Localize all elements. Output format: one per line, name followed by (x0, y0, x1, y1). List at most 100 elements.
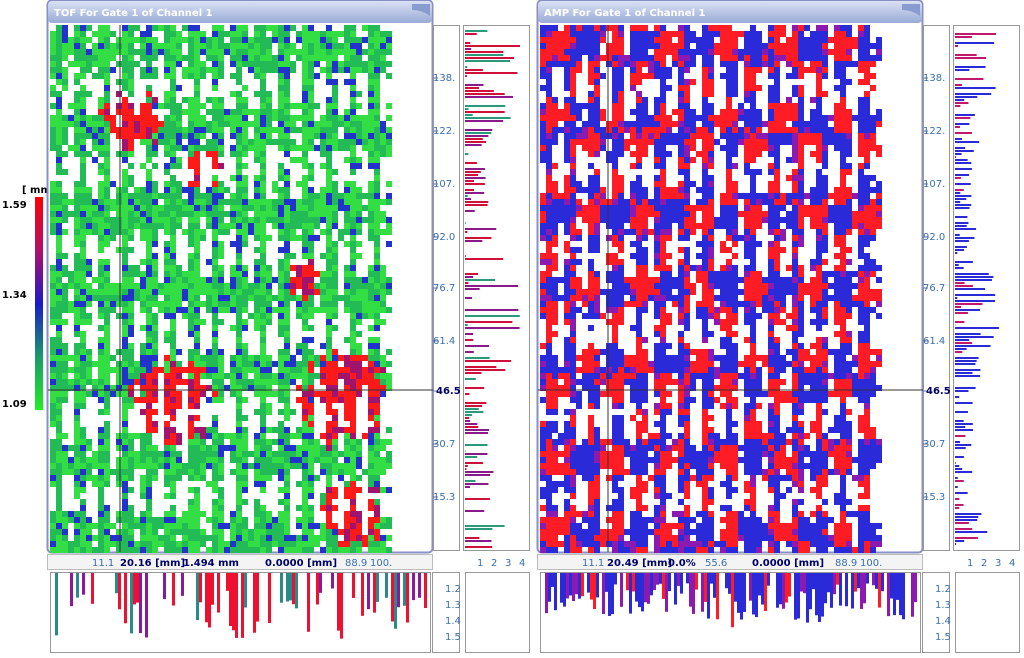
scan-pixel (254, 277, 260, 283)
scan-pixel (260, 133, 266, 139)
scan-pixel (194, 49, 200, 55)
scan-pixel (80, 511, 86, 517)
scan-pixel (272, 427, 278, 433)
scan-pixel (170, 493, 176, 499)
scan-pixel (284, 445, 290, 451)
scan-pixel (104, 103, 110, 109)
scan-pixel (374, 313, 380, 319)
histogram-bar (465, 129, 492, 131)
scan-pixel (540, 199, 546, 205)
scan-pixel (302, 475, 308, 481)
scan-pixel (92, 451, 98, 457)
scan-pixel (864, 151, 870, 157)
scan-pixel (816, 109, 822, 115)
scan-pixel (56, 373, 62, 379)
scan-pixel (816, 133, 822, 139)
scan-pixel (822, 31, 828, 37)
scan-pixel (86, 457, 92, 463)
scan-pixel (182, 523, 188, 529)
scan-pixel (248, 463, 254, 469)
histogram-bar (385, 573, 388, 598)
scan-pixel (152, 103, 158, 109)
scan-pixel (218, 397, 224, 403)
histogram-bar (465, 231, 467, 233)
scan-pixel (326, 211, 332, 217)
scan-pixel (744, 85, 750, 91)
histogram-bar (292, 573, 295, 604)
scan-pixel (302, 313, 308, 319)
scan-pixel (68, 547, 74, 553)
scan-pixel (570, 199, 576, 205)
scan-pixel (50, 37, 56, 43)
scan-pixel (780, 115, 786, 121)
scan-pixel (290, 283, 296, 289)
scan-pixel (828, 205, 834, 211)
scan-pixel (350, 205, 356, 211)
scan-pixel (798, 25, 804, 31)
scan-pixel (218, 295, 224, 301)
scan-pixel (164, 463, 170, 469)
scan-pixel (104, 193, 110, 199)
scan-pixel (302, 49, 308, 55)
scan-pixel (356, 91, 362, 97)
scan-pixel (594, 67, 600, 73)
scan-pixel (80, 397, 86, 403)
scan-pixel (218, 535, 224, 541)
scan-pixel (278, 523, 284, 529)
histogram-bar (465, 480, 475, 482)
scan-pixel (56, 343, 62, 349)
scan-pixel (188, 229, 194, 235)
scan-pixel (176, 139, 182, 145)
scan-pixel (98, 55, 104, 61)
scan-pixel (140, 121, 146, 127)
scan-pixel (732, 109, 738, 115)
histogram-bar (465, 33, 477, 35)
scan-pixel (810, 205, 816, 211)
scan-pixel (50, 289, 56, 295)
scan-pixel (116, 439, 122, 445)
scan-pixel (116, 109, 122, 115)
scan-pixel (828, 193, 834, 199)
scan-pixel (636, 133, 642, 139)
scan-pixel (260, 109, 266, 115)
scan-pixel (332, 127, 338, 133)
scan-pixel (242, 535, 248, 541)
scan-pixel (798, 109, 804, 115)
scan-pixel (558, 61, 564, 67)
scan-pixel (86, 121, 92, 127)
scan-pixel (308, 367, 314, 373)
histogram-bar (465, 84, 484, 86)
scan-pixel (290, 277, 296, 283)
scan-pixel (642, 37, 648, 43)
scan-pixel (690, 121, 696, 127)
scan-pixel (702, 121, 708, 127)
scan-pixel (266, 403, 272, 409)
scan-pixel (702, 217, 708, 223)
scan-pixel (80, 469, 86, 475)
scan-pixel (218, 271, 224, 277)
scan-pixel (188, 445, 194, 451)
scan-pixel (98, 433, 104, 439)
scan-pixel (326, 241, 332, 247)
scan-pixel (194, 133, 200, 139)
scan-pixel (212, 541, 218, 547)
scan-pixel (290, 367, 296, 373)
scan-pixel (792, 115, 798, 121)
scan-pixel (194, 163, 200, 169)
scan-pixel (164, 103, 170, 109)
scan-pixel (200, 427, 206, 433)
scan-pixel (242, 349, 248, 355)
scan-pixel (242, 325, 248, 331)
scan-pixel (612, 103, 618, 109)
scan-pixel (696, 151, 702, 157)
scan-pixel (122, 235, 128, 241)
scan-pixel (146, 331, 152, 337)
scan-pixel (146, 169, 152, 175)
scan-pixel (660, 97, 666, 103)
scan-pixel (128, 511, 134, 517)
scan-pixel (152, 37, 158, 43)
scan-pixel (552, 55, 558, 61)
scan-pixel (236, 319, 242, 325)
scan-pixel (152, 163, 158, 169)
scan-pixel (320, 277, 326, 283)
